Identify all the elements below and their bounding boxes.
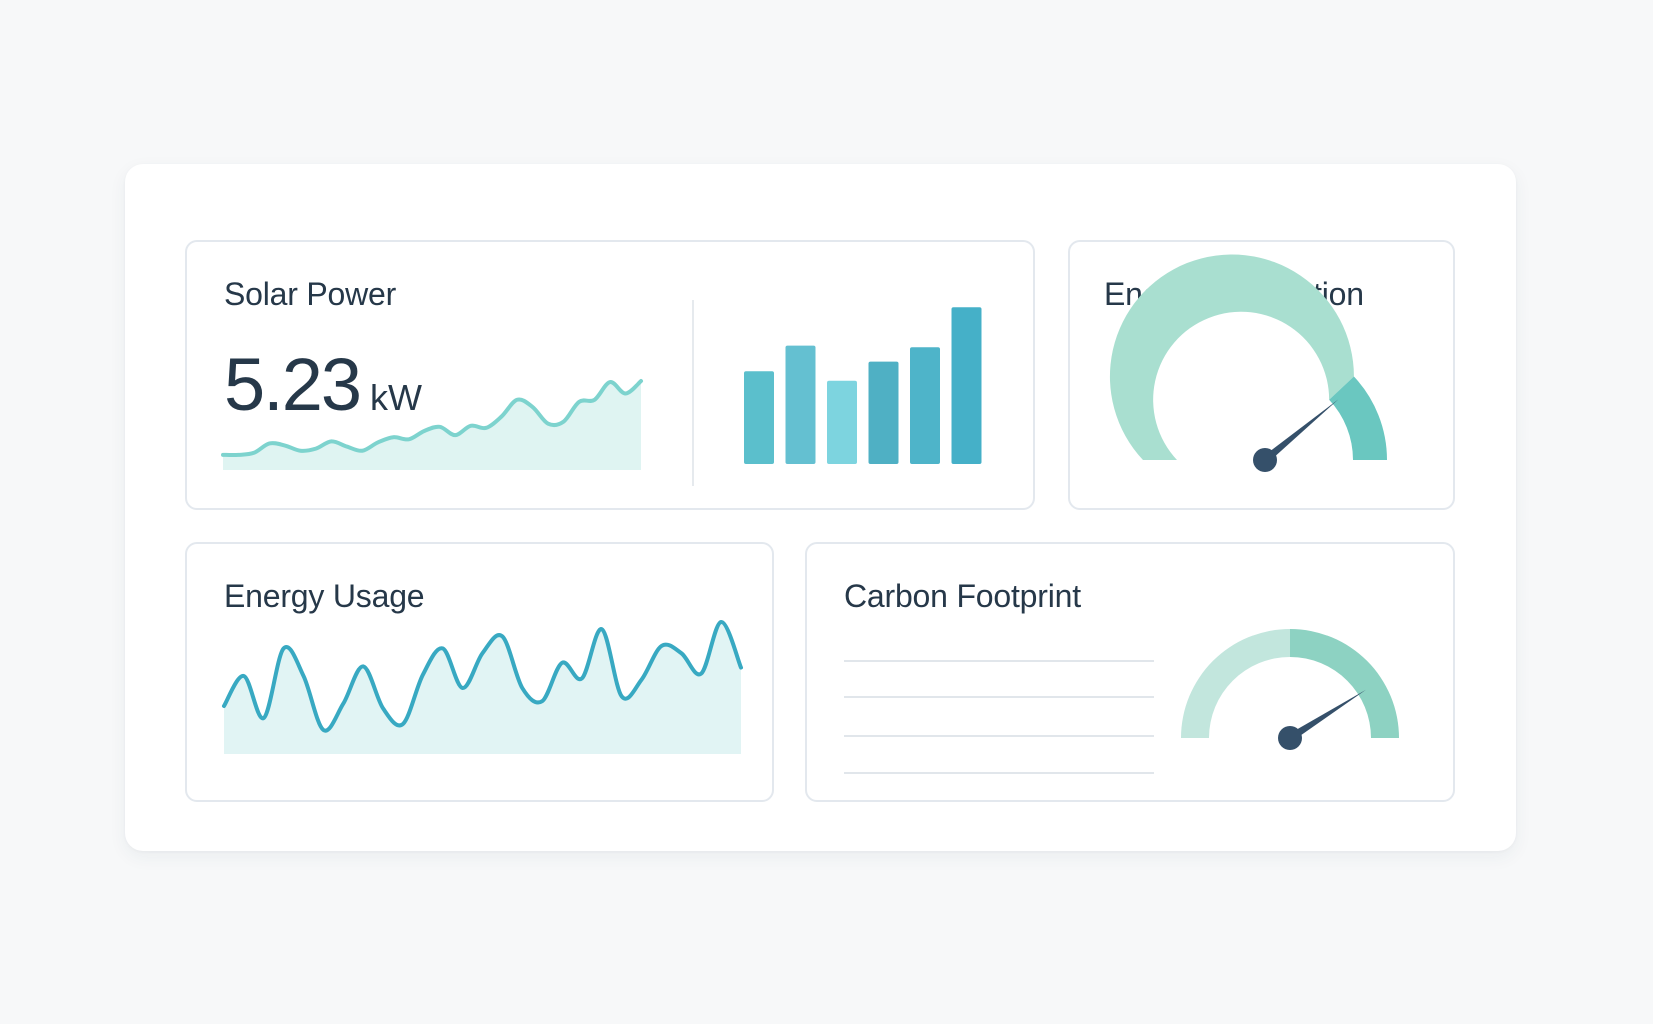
production-gauge-needle xyxy=(1262,399,1339,464)
production-gauge-arc-base xyxy=(1109,254,1354,460)
solar-power-value: 5.23 kW xyxy=(224,342,422,427)
solar-bar-6 xyxy=(951,307,982,464)
solar-power-bar-chart xyxy=(744,307,982,464)
carbon-line-4 xyxy=(844,772,1154,774)
energy-production-gauge xyxy=(1109,254,1387,472)
solar-power-number: 5.23 xyxy=(224,343,362,426)
carbon-line-3 xyxy=(844,735,1154,737)
carbon-line-1 xyxy=(844,660,1154,662)
usage-spark-area xyxy=(224,621,741,754)
solar-bar-4 xyxy=(868,361,899,464)
carbon-footprint-card[interactable]: Carbon Footprint xyxy=(805,542,1455,802)
solar-card-divider xyxy=(692,300,694,486)
usage-spark-line xyxy=(222,620,743,733)
carbon-footprint-gauge xyxy=(1181,629,1399,750)
energy-usage-sparkline xyxy=(222,620,743,754)
solar-power-sparkline xyxy=(221,379,643,470)
carbon-footprint-title: Carbon Footprint xyxy=(844,578,1081,614)
solar-power-card[interactable]: Solar Power 5.23 kW xyxy=(185,240,1035,510)
carbon-gauge-needle-hub xyxy=(1278,726,1302,750)
carbon-gauge-arc-base xyxy=(1181,629,1290,738)
energy-usage-title: Energy Usage xyxy=(224,578,425,614)
carbon-gauge-arc-value xyxy=(1290,629,1399,738)
production-gauge-needle-hub xyxy=(1253,448,1277,472)
solar-bar-3 xyxy=(827,380,857,464)
solar-power-unit: kW xyxy=(370,377,423,418)
solar-bar-2 xyxy=(785,345,816,464)
energy-production-card[interactable]: Energy Production xyxy=(1068,240,1455,510)
solar-power-title: Solar Power xyxy=(224,276,397,312)
carbon-gauge-needle xyxy=(1287,689,1366,742)
solar-bar-5 xyxy=(910,347,940,464)
energy-usage-card[interactable]: Energy Usage xyxy=(185,542,774,802)
solar-spark-area xyxy=(223,381,641,470)
production-gauge-arc-value xyxy=(1329,376,1387,460)
solar-spark-line xyxy=(221,379,643,458)
carbon-line-2 xyxy=(844,696,1154,698)
solar-bar-1 xyxy=(744,371,774,464)
